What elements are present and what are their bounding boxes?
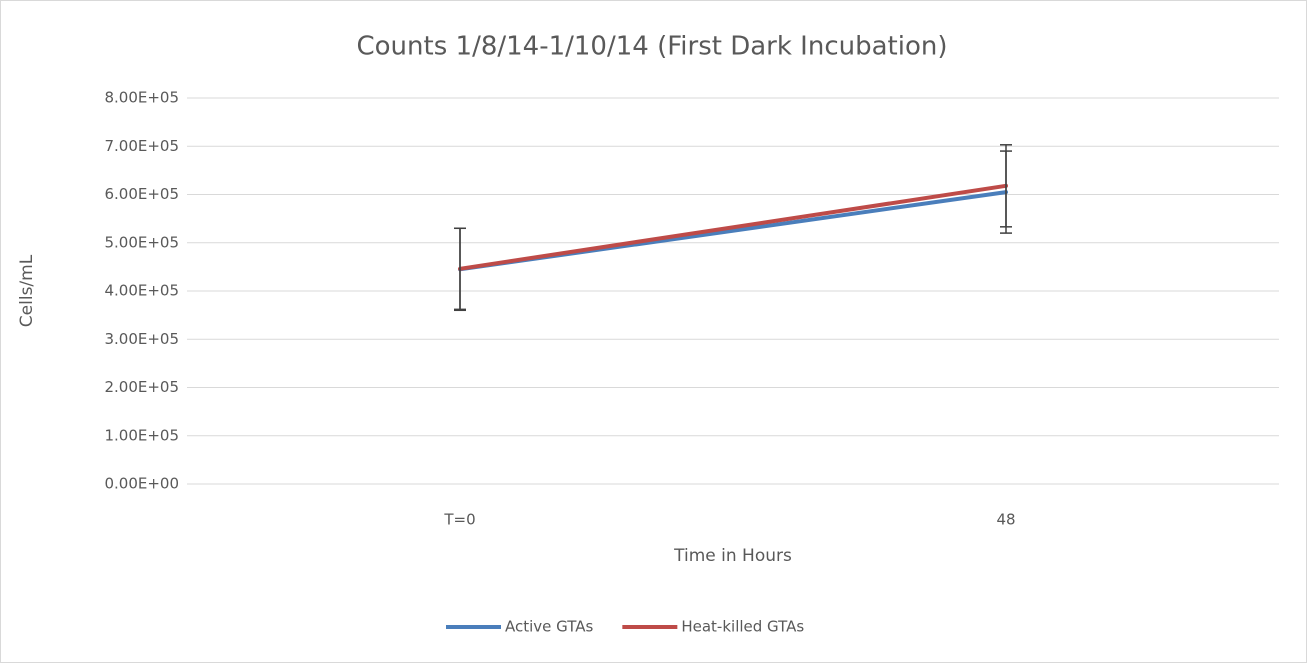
error-bar (454, 227, 466, 311)
y-tick-label: 7.00E+05 (104, 137, 179, 155)
error-bar (1000, 144, 1012, 228)
y-tick-label: 0.00E+00 (104, 475, 179, 493)
y-tick-label: 1.00E+05 (104, 426, 179, 444)
x-axis-title: Time in Hours (673, 546, 792, 566)
legend-label: Heat-killed GTAs (681, 618, 804, 636)
y-tick-label: 2.00E+05 (104, 378, 179, 396)
y-tick-label: 4.00E+05 (104, 282, 179, 300)
chart-title: Counts 1/8/14-1/10/14 (First Dark Incuba… (357, 32, 948, 62)
x-tick-label: 48 (996, 511, 1015, 529)
x-tick-label: T=0 (443, 511, 475, 529)
y-tick-label: 3.00E+05 (104, 330, 179, 348)
series-line (458, 183, 1008, 271)
y-axis-title: Cells/mL (17, 254, 37, 327)
y-tick-label: 5.00E+05 (104, 233, 179, 251)
legend-label: Active GTAs (505, 618, 594, 636)
y-tick-label: 6.00E+05 (104, 185, 179, 203)
y-tick-label: 8.00E+05 (104, 89, 179, 107)
